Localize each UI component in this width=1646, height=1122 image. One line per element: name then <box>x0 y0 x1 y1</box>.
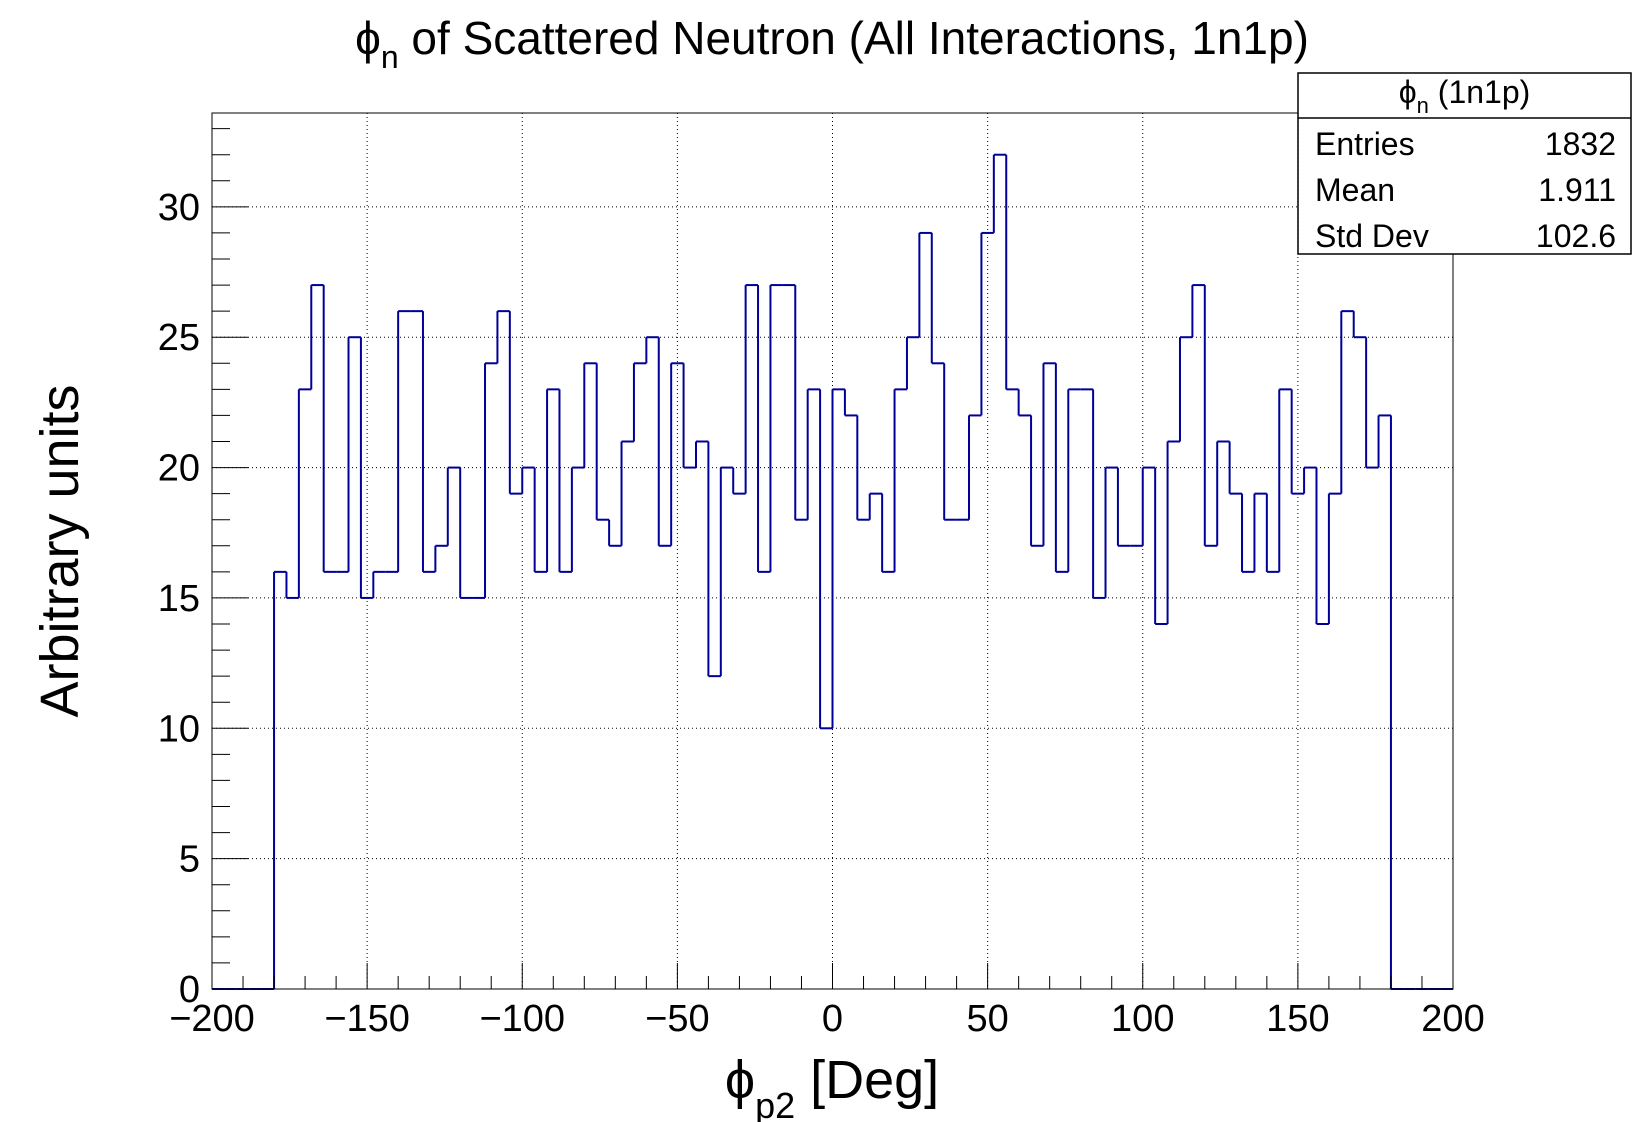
stats-box: ϕn (1n1p) Entries 1832 Mean 1.911 Std Dev 102.… <box>1297 72 1632 255</box>
x-title-symbol: ϕ <box>725 1050 755 1110</box>
title-symbol: ϕ <box>355 12 381 64</box>
x-axis-title: ϕp2 [Deg] <box>725 1050 939 1122</box>
title-subscript: n <box>381 39 399 75</box>
stats-value: 1.911 <box>1538 172 1616 208</box>
stats-title-symbol: ϕ <box>1399 74 1417 110</box>
y-tick-label: 0 <box>179 969 200 1011</box>
stats-title-text: (1n1p) <box>1429 74 1530 110</box>
stats-label: Entries <box>1315 126 1415 162</box>
x-tick-label: −200 <box>169 998 255 1040</box>
x-tick-label: 50 <box>966 998 1008 1040</box>
stats-title: ϕn (1n1p) <box>1399 74 1531 118</box>
x-title-subscript: p2 <box>755 1085 795 1122</box>
stats-frame <box>1297 72 1632 255</box>
y-axis-title: Arbitrary units <box>30 384 90 717</box>
y-tick-label: 10 <box>158 708 200 750</box>
histogram <box>212 153 1453 990</box>
x-tick-label: −150 <box>324 998 410 1040</box>
y-tick-label: 30 <box>158 187 200 229</box>
y-tick-label: 5 <box>179 839 200 881</box>
stats-value: 1832 <box>1545 126 1616 162</box>
stats-title-subscript: n <box>1417 93 1429 118</box>
title-text: of Scattered Neutron (All Interactions, … <box>399 12 1309 64</box>
x-title-text: [Deg] <box>795 1050 939 1110</box>
x-tick-label: 200 <box>1421 998 1484 1040</box>
stats-label: Std Dev <box>1315 218 1429 254</box>
x-tick-label: −50 <box>645 998 709 1040</box>
chart-title: ϕn of Scattered Neutron (All Interaction… <box>355 12 1309 75</box>
y-tick-label: 15 <box>158 578 200 620</box>
x-tick-label: 100 <box>1111 998 1174 1040</box>
stats-label: Mean <box>1315 172 1395 208</box>
x-tick-label: −100 <box>479 998 565 1040</box>
stats-value: 102.6 <box>1536 218 1616 254</box>
y-tick-label: 20 <box>158 448 200 490</box>
x-tick-label: 0 <box>822 998 843 1040</box>
y-tick-label: 25 <box>158 317 200 359</box>
x-tick-label: 150 <box>1266 998 1329 1040</box>
